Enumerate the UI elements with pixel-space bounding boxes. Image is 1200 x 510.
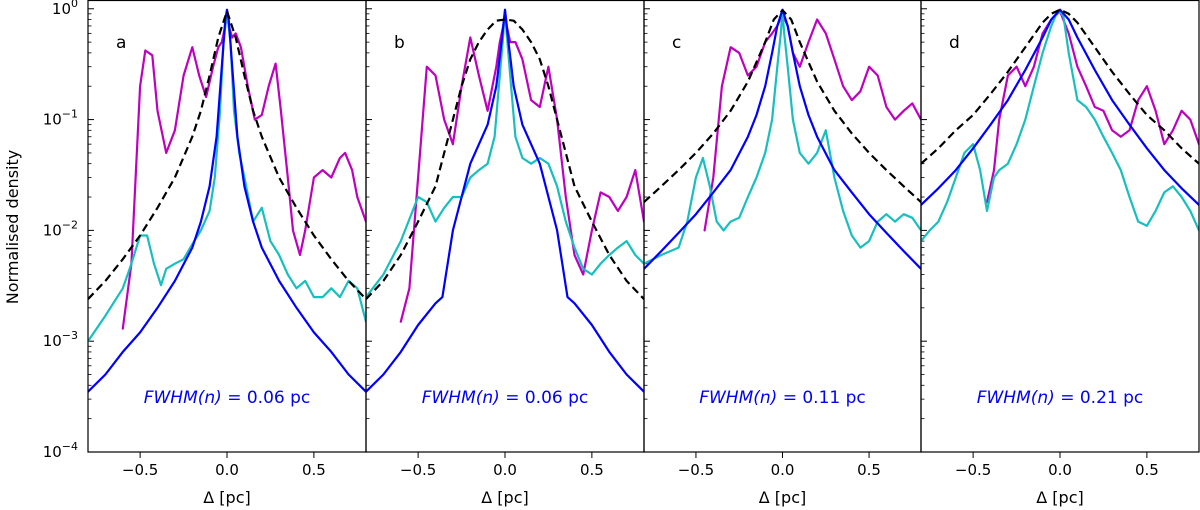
y-tick-label: 10−2 — [43, 218, 78, 239]
fwhm-value: = 0.11 pc — [777, 388, 865, 408]
fwhm-value: = 0.06 pc — [222, 388, 310, 408]
y-tick-base: 10 — [43, 443, 62, 461]
panel-frame — [920, 0, 1200, 453]
fwhm-argument: (n) — [753, 388, 777, 408]
fwhm-annotation: FWHM(n) = 0.11 pc — [699, 388, 866, 408]
series-group — [921, 8, 1199, 243]
cyan-series-line — [366, 10, 644, 299]
panel-frame — [87, 0, 367, 453]
y-tick-base: 10 — [43, 221, 62, 239]
panel-a: −0.5 0.0 0.5 Δ [pc] a FWHM(n) = 0.06 pc — [87, 0, 367, 507]
panel-b: −0.5 0.0 0.5 Δ [pc] b FWHM(n) = 0.06 pc — [365, 0, 645, 507]
blue-series-line — [88, 8, 366, 393]
panel-letter: c — [672, 33, 681, 53]
x-tick-label: 0.5 — [1135, 461, 1159, 479]
fwhm-annotation: FWHM(n) = 0.06 pc — [422, 388, 589, 408]
cyan-series-line — [921, 10, 1199, 243]
black-series-line — [366, 18, 644, 300]
fwhm-prefix: FWHM — [422, 388, 476, 408]
fwhm-argument: (n) — [198, 388, 222, 408]
series-group — [644, 8, 921, 270]
panel-letter: d — [949, 33, 960, 53]
cyan-series-line — [644, 10, 921, 265]
y-tick-base: 10 — [43, 332, 62, 350]
magenta-series-line — [703, 12, 921, 232]
magenta-series-line — [399, 10, 644, 323]
x-tick-label: 0.0 — [771, 461, 795, 479]
fwhm-argument: (n) — [476, 388, 500, 408]
x-tick-label: 0.5 — [580, 461, 604, 479]
fwhm-prefix: FWHM — [977, 388, 1031, 408]
y-tick-exponent: −4 — [62, 440, 78, 453]
x-axis-label: Δ [pc] — [759, 488, 806, 507]
x-tick-label: 0.0 — [215, 461, 239, 479]
blue-series-line — [366, 8, 644, 393]
fwhm-value: = 0.06 pc — [500, 388, 588, 408]
x-axis-label: Δ [pc] — [1036, 488, 1083, 507]
fwhm-argument: (n) — [1031, 388, 1055, 408]
y-tick-base: 10 — [52, 0, 71, 18]
panel-c: −0.5 0.0 0.5 Δ [pc] c FWHM(n) = 0.11 pc — [643, 0, 922, 507]
series-group — [366, 8, 644, 393]
x-tick-label: −0.5 — [400, 461, 436, 479]
x-tick-label: 0.0 — [1048, 461, 1072, 479]
y-tick-label: 10−4 — [43, 440, 78, 461]
fwhm-value: = 0.21 pc — [1055, 388, 1143, 408]
y-tick-exponent: 0 — [71, 0, 78, 10]
panel-d: −0.5 0.0 0.5 Δ [pc] d FWHM(n) = 0.21 pc — [920, 0, 1200, 507]
black-series-line — [88, 10, 366, 300]
fwhm-prefix: FWHM — [144, 388, 198, 408]
cyan-series-line — [88, 10, 366, 343]
y-tick-label: 100 — [52, 0, 78, 18]
x-tick-label: 0.0 — [493, 461, 517, 479]
x-tick-label: 0.5 — [857, 461, 881, 479]
black-series-line — [644, 9, 921, 203]
blue-series-line — [921, 8, 1199, 206]
fwhm-annotation: FWHM(n) = 0.21 pc — [977, 388, 1144, 408]
y-tick-exponent: −2 — [62, 218, 78, 231]
y-tick-label: 10−1 — [43, 108, 78, 129]
y-axis-label: Normalised density — [3, 150, 22, 304]
panel-letter: b — [394, 33, 405, 53]
panel-letter: a — [116, 33, 126, 53]
black-series-line — [921, 8, 1199, 165]
x-tick-label: −0.5 — [678, 461, 714, 479]
fwhm-prefix: FWHM — [699, 388, 753, 408]
x-tick-label: −0.5 — [955, 461, 991, 479]
y-tick-label: 10−3 — [43, 329, 78, 350]
fwhm-annotation: FWHM(n) = 0.06 pc — [144, 388, 311, 408]
x-tick-label: 0.5 — [302, 461, 326, 479]
y-tick-exponent: −3 — [62, 329, 78, 342]
magenta-series-line — [985, 10, 1199, 204]
y-tick-base: 10 — [43, 111, 62, 129]
magenta-series-line — [121, 10, 366, 330]
x-tick-label: −0.5 — [122, 461, 158, 479]
series-group — [88, 8, 366, 393]
x-axis-label: Δ [pc] — [481, 488, 528, 507]
x-axis-label: Δ [pc] — [203, 488, 250, 507]
y-tick-exponent: −1 — [62, 108, 78, 121]
